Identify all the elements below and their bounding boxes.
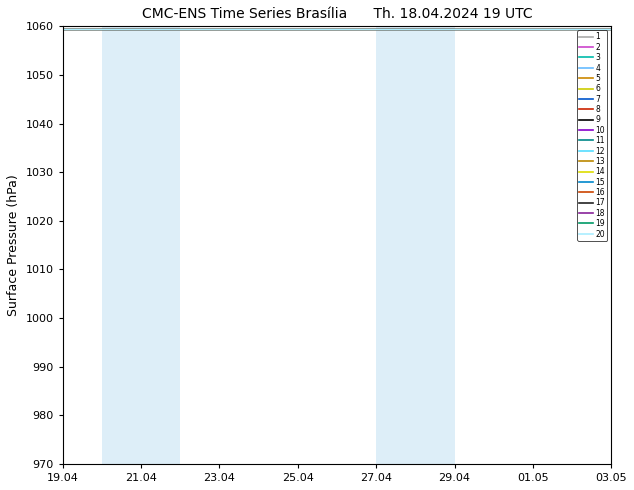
Bar [376,26,415,464]
Y-axis label: Surface Pressure (hPa): Surface Pressure (hPa) [7,174,20,316]
Bar [415,26,455,464]
Title: CMC-ENS Time Series Brasília      Th. 18.04.2024 19 UTC: CMC-ENS Time Series Brasília Th. 18.04.2… [141,7,533,21]
Bar [102,26,141,464]
Bar [141,26,180,464]
Legend: 1, 2, 3, 4, 5, 6, 7, 8, 9, 10, 11, 12, 13, 14, 15, 16, 17, 18, 19, 20: 1, 2, 3, 4, 5, 6, 7, 8, 9, 10, 11, 12, 1… [577,30,607,241]
